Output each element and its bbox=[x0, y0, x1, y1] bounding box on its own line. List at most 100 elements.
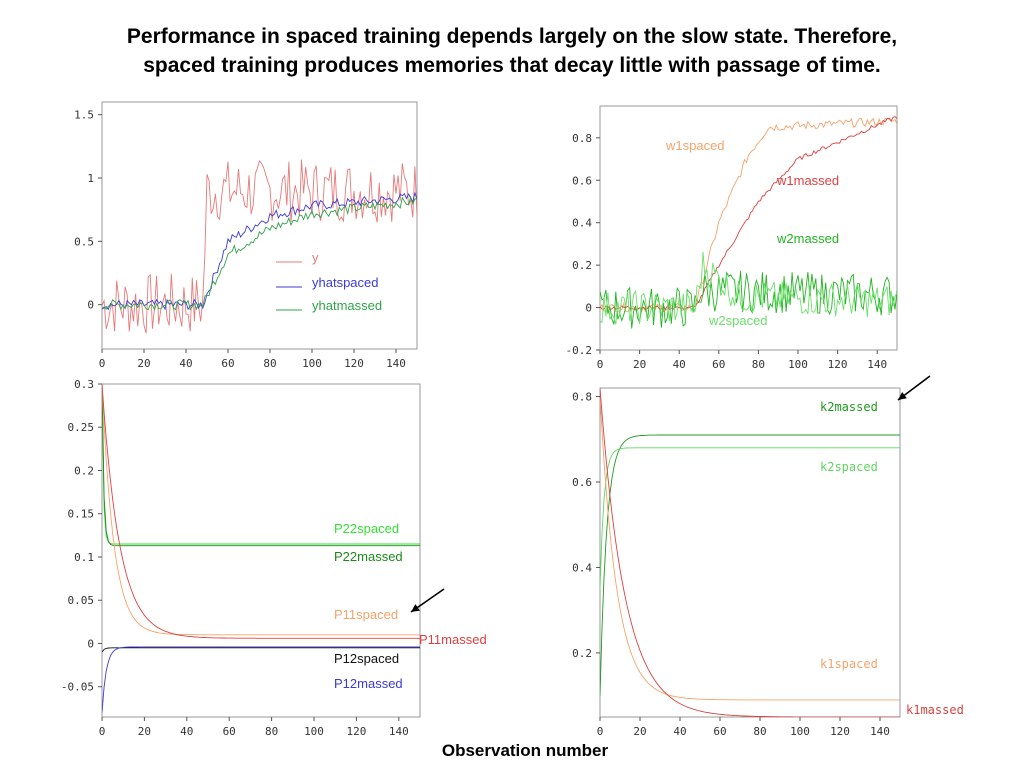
y-tick-label: 1 bbox=[87, 172, 94, 185]
x-tick-label: 20 bbox=[633, 358, 646, 371]
y-tick-label: 0.2 bbox=[572, 259, 592, 272]
x-tick-label: 100 bbox=[304, 725, 324, 738]
x-tick-label: 100 bbox=[790, 725, 810, 738]
y-tick-label: 0 bbox=[585, 302, 592, 315]
x-tick-label: 40 bbox=[673, 725, 686, 738]
series-label-k1spaced: k1spaced bbox=[820, 657, 878, 671]
series-label-y: y bbox=[312, 250, 319, 265]
chart-title: Performance in spaced training depends l… bbox=[40, 22, 984, 80]
y-tick-label: -0.2 bbox=[566, 344, 593, 357]
series-line-k2massed bbox=[600, 434, 900, 696]
arrow-p11spaced-head bbox=[411, 604, 420, 612]
series-line-p12massed bbox=[102, 646, 420, 713]
series-line-w2massed bbox=[600, 270, 897, 329]
x-axis-label: Observation number bbox=[441, 741, 609, 760]
x-tick-label: 140 bbox=[870, 725, 890, 738]
x-tick-label: 140 bbox=[386, 357, 406, 370]
y-tick-label: 0.4 bbox=[572, 217, 592, 230]
series-label-w1massed: w1massed bbox=[776, 173, 839, 188]
y-tick-label: 0 bbox=[87, 299, 94, 312]
x-tick-label: 40 bbox=[673, 358, 686, 371]
title-line-2: spaced training produces memories that d… bbox=[143, 54, 881, 77]
y-tick-label: 0.8 bbox=[572, 132, 592, 145]
series-line-k1spaced bbox=[600, 396, 900, 701]
series-line-p11spaced bbox=[102, 384, 420, 636]
series-label-yhatmassed: yhatmassed bbox=[312, 298, 382, 313]
x-tick-label: 0 bbox=[597, 358, 604, 371]
x-tick-label: 20 bbox=[633, 725, 646, 738]
x-tick-label: 60 bbox=[712, 358, 725, 371]
y-tick-label: 0 bbox=[87, 637, 94, 650]
series-label-p11massed: P11massed bbox=[419, 632, 487, 647]
series-label-k2spaced: k2spaced bbox=[820, 460, 878, 474]
title-line-1: Performance in spaced training depends l… bbox=[126, 25, 898, 48]
series-label-w2massed: w2massed bbox=[776, 231, 839, 246]
x-tick-label: 100 bbox=[788, 358, 808, 371]
series-line-p22massed bbox=[102, 384, 420, 547]
x-tick-label: 140 bbox=[389, 725, 409, 738]
chart-panel-3: 0 20 40 60 80 100 120 140 -0.05 0 0.05 0.1 0.15 0.2 0.… bbox=[61, 378, 487, 738]
y-tick-label: 0.25 bbox=[68, 421, 95, 434]
x-tick-label: 40 bbox=[180, 725, 193, 738]
series-label-p12spaced: P12spaced bbox=[334, 651, 399, 666]
y-tick-label: 0.2 bbox=[74, 464, 94, 477]
chart-panel-1: 0 20 40 60 80 100 120 140 0 0.5 1 1.5 y yhatspaced yha… bbox=[74, 101, 418, 370]
arrow-k2massed-head bbox=[898, 392, 907, 400]
x-tick-label: 60 bbox=[223, 725, 236, 738]
y-tick-label: -0.05 bbox=[61, 681, 94, 694]
series-label-p22spaced: P22spaced bbox=[334, 521, 399, 536]
plot-frame bbox=[101, 383, 421, 718]
y-tick-label: 0.15 bbox=[68, 508, 95, 521]
y-tick-label: 0.05 bbox=[68, 594, 95, 607]
x-tick-label: 80 bbox=[752, 358, 765, 371]
y-tick-label: 0.6 bbox=[572, 174, 592, 187]
plot-frame bbox=[101, 101, 418, 350]
series-line-w1massed bbox=[600, 116, 897, 311]
x-tick-label: 120 bbox=[346, 725, 366, 738]
y-tick-label: 1.5 bbox=[74, 109, 94, 122]
series-line-p22spaced bbox=[102, 384, 420, 545]
x-tick-label: 80 bbox=[265, 725, 278, 738]
chart-panel-4: 0 20 40 60 80 100 120 140 0.2 0.4 0.6 0.8 k2massed k2… bbox=[572, 387, 964, 738]
x-tick-label: 40 bbox=[179, 357, 192, 370]
x-tick-label: 60 bbox=[221, 357, 234, 370]
y-tick-label: 0.1 bbox=[74, 551, 94, 564]
series-label-k2massed: k2massed bbox=[820, 400, 878, 414]
y-tick-label: 0.4 bbox=[572, 561, 592, 574]
plot-frame bbox=[599, 105, 898, 351]
y-tick-label: 0.8 bbox=[572, 391, 592, 404]
series-label-w2spaced: w2spaced bbox=[708, 313, 768, 328]
x-tick-label: 80 bbox=[263, 357, 276, 370]
y-tick-label: 0.6 bbox=[572, 476, 592, 489]
plot-frame bbox=[599, 387, 901, 718]
x-tick-label: 0 bbox=[597, 725, 604, 738]
x-tick-label: 0 bbox=[99, 357, 106, 370]
series-label-yhatspaced: yhatspaced bbox=[312, 275, 379, 290]
x-tick-label: 140 bbox=[867, 358, 887, 371]
series-line-k1massed bbox=[600, 388, 900, 717]
y-tick-label: 0.3 bbox=[74, 378, 94, 391]
x-tick-label: 120 bbox=[830, 725, 850, 738]
series-line-yhatmassed bbox=[102, 195, 417, 311]
series-label-k1massed: k1massed bbox=[906, 703, 964, 717]
x-tick-label: 60 bbox=[713, 725, 726, 738]
series-label-p11spaced: P11spaced bbox=[334, 607, 398, 622]
x-tick-label: 120 bbox=[344, 357, 364, 370]
series-line-p12spaced bbox=[102, 647, 420, 653]
series-line-y bbox=[102, 159, 417, 334]
x-tick-label: 0 bbox=[99, 725, 106, 738]
x-tick-label: 100 bbox=[302, 357, 322, 370]
series-label-p22massed: P22massed bbox=[334, 549, 403, 564]
x-tick-label: 120 bbox=[828, 358, 848, 371]
x-tick-label: 80 bbox=[753, 725, 766, 738]
series-line-p11massed bbox=[102, 384, 420, 639]
x-tick-label: 20 bbox=[137, 357, 150, 370]
series-line-yhatspaced bbox=[102, 191, 417, 311]
chart-panel-2: 0 20 40 60 80 100 120 140 -0.2 0 0.2 0.4 0.6 0.8 w1spa… bbox=[566, 105, 898, 371]
series-label-p12massed: P12massed bbox=[334, 676, 403, 691]
series-line-k2spaced bbox=[600, 447, 900, 589]
x-tick-label: 20 bbox=[138, 725, 151, 738]
y-tick-label: 0.5 bbox=[74, 235, 94, 248]
series-line-w2spaced bbox=[600, 251, 897, 325]
